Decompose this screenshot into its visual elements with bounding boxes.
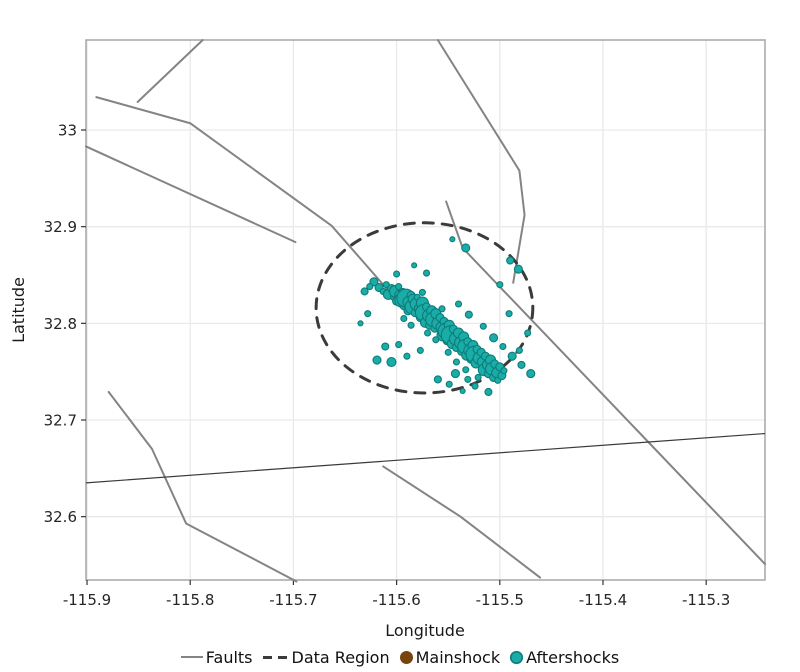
plot-background — [0, 0, 800, 644]
x-tick-label: -115.6 — [372, 591, 420, 609]
aftershock-point — [479, 322, 487, 330]
panel-border-layer — [85, 39, 766, 581]
x-tick-label: -115.8 — [166, 591, 214, 609]
legend: Faults Data Region Mainshock Aftershocks — [0, 644, 800, 670]
aftershock-point — [364, 310, 372, 318]
aftershock-point — [407, 321, 415, 329]
x-axis-title: Longitude — [385, 621, 465, 640]
aftershock-point — [393, 270, 401, 278]
gridlines-layer — [0, 0, 800, 644]
x-tick-label: -115.3 — [682, 591, 730, 609]
aftershock-point — [459, 387, 466, 395]
aftershock-point — [403, 352, 411, 360]
aftershock-point — [489, 333, 499, 343]
data-region-layer — [314, 221, 535, 395]
y-tick-label: 32.7 — [44, 412, 77, 430]
tick-labels-layer: -115.9 -115.8 -115.7 -115.6 -115.5 -115.4 -115… — [44, 122, 731, 610]
aftershock-point — [474, 373, 482, 382]
tick-marks-layer — [81, 129, 707, 585]
aftershock-point — [484, 387, 493, 397]
aftershock-point — [464, 375, 472, 383]
aftershock-point — [506, 256, 515, 265]
fault-line — [95, 96, 390, 292]
y-tick-label: 32.6 — [44, 508, 77, 526]
aftershocks-layer — [357, 236, 536, 397]
aftershock-point — [496, 281, 504, 289]
faults-layer — [85, 39, 766, 583]
fault-line — [436, 39, 526, 284]
aftershock-point — [366, 283, 374, 291]
aftershock-point — [524, 329, 532, 337]
aftershock-point — [381, 342, 390, 351]
aftershock-point — [454, 300, 463, 308]
aftershock-point — [418, 288, 426, 296]
aftershock-point — [461, 243, 471, 253]
legend-label-aftershocks: Aftershocks — [526, 647, 620, 667]
aftershock-point — [452, 358, 461, 366]
aftershock-point — [513, 264, 523, 274]
aftershock-point — [416, 346, 424, 354]
aftershock-point — [499, 342, 507, 351]
aftershock-point — [500, 367, 508, 375]
y-tick-label: 32.9 — [44, 218, 77, 236]
panel-border — [85, 39, 766, 581]
fault-line — [136, 39, 204, 103]
legend-item-aftershocks: Aftershocks — [510, 648, 619, 667]
legend-aftershocks-swatch-icon — [510, 650, 524, 664]
aftershock-point — [505, 310, 513, 318]
fault-line — [382, 465, 542, 579]
aftershock-point — [433, 375, 442, 384]
aftershock-point — [449, 236, 456, 243]
legend-faults-swatch — [180, 655, 203, 659]
aftershock-point — [444, 348, 452, 356]
aftershock-point — [372, 355, 382, 365]
fault-line-thin — [85, 432, 766, 484]
aftershock-point — [432, 336, 440, 344]
y-tick-label: 32.8 — [44, 315, 77, 333]
legend-item-faults: Faults — [180, 647, 253, 667]
aftershock-point — [411, 262, 418, 269]
x-tick-label: -115.7 — [269, 591, 317, 609]
aftershock-point — [450, 369, 460, 379]
aftershock-point — [464, 310, 473, 319]
aftershock-point — [526, 369, 536, 379]
legend-item-mainshock: Mainshock — [399, 647, 501, 667]
aftershock-point — [422, 269, 431, 277]
x-tick-label: -115.9 — [63, 591, 111, 609]
legend-item-data-region: Data Region — [262, 647, 390, 667]
aftershock-point — [400, 314, 408, 323]
aftershock-point — [517, 360, 526, 369]
legend-mainshock-swatch-icon — [399, 650, 413, 664]
y-tick-label: 33 — [58, 122, 77, 140]
aftershock-point — [357, 320, 364, 327]
aftershock-point — [424, 329, 432, 337]
aftershock-point — [507, 351, 517, 361]
aftershock-point — [395, 283, 403, 291]
fault-line — [85, 145, 297, 244]
x-tick-label: -115.4 — [579, 591, 627, 609]
aftershock-point — [438, 305, 446, 313]
aftershock-point — [386, 356, 397, 368]
aftershock-point — [360, 287, 369, 296]
aftershock-point — [462, 366, 470, 374]
legend-label-faults: Faults — [205, 647, 253, 667]
plot-svg: -115.9 -115.8 -115.7 -115.6 -115.5 -115.4 -115… — [0, 0, 800, 644]
data-region-ellipse — [314, 221, 535, 395]
fault-line — [107, 390, 298, 583]
aftershock-point — [395, 341, 403, 349]
aftershock-point — [471, 382, 479, 390]
x-tick-label: -115.5 — [476, 591, 524, 609]
legend-data-region-swatch — [262, 655, 289, 659]
y-axis-title: Latitude — [9, 277, 28, 343]
aftershock-point — [515, 346, 523, 354]
legend-label-data-region: Data Region — [291, 647, 390, 667]
aftershock-point — [445, 380, 453, 388]
legend-label-mainshock: Mainshock — [415, 647, 501, 667]
